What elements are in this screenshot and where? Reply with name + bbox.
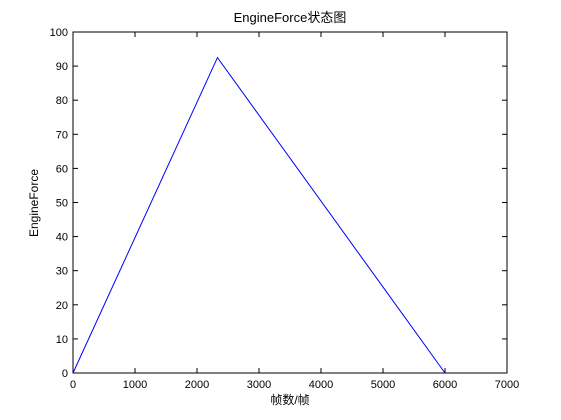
x-tick-label: 5000 [371, 379, 395, 391]
y-tick-label: 60 [56, 163, 68, 175]
x-tick-label: 1000 [123, 379, 147, 391]
y-tick-label: 40 [56, 232, 68, 244]
x-axis-label: 帧数/帧 [270, 392, 309, 407]
axis-ticks [72, 31, 508, 374]
plot-area [72, 31, 508, 374]
x-tick-label: 7000 [495, 379, 519, 391]
x-tick-label: 4000 [309, 379, 333, 391]
y-tick-label: 10 [56, 334, 68, 346]
y-axis-label: EngineForce [27, 169, 41, 237]
x-tick-label: 3000 [247, 379, 271, 391]
x-tick-label: 0 [70, 379, 76, 391]
y-tick-label: 100 [50, 27, 68, 39]
x-tick-label: 6000 [433, 379, 457, 391]
y-tick-label: 70 [56, 129, 68, 141]
chart-title: EngineForce状态图 [234, 10, 347, 25]
y-tick-label: 20 [56, 300, 68, 312]
series-layer [72, 56, 446, 374]
y-tick-label: 50 [56, 198, 68, 210]
series-line [72, 56, 446, 374]
y-tick-label: 80 [56, 95, 68, 107]
tick-labels: 0 1000 2000 3000 4000 5000 6000 7000 0 10 20 30 40 50… [50, 27, 520, 391]
x-tick-label: 2000 [185, 379, 209, 391]
y-tick-label: 30 [56, 266, 68, 278]
y-tick-label: 0 [62, 368, 68, 380]
y-tick-label: 90 [56, 61, 68, 73]
